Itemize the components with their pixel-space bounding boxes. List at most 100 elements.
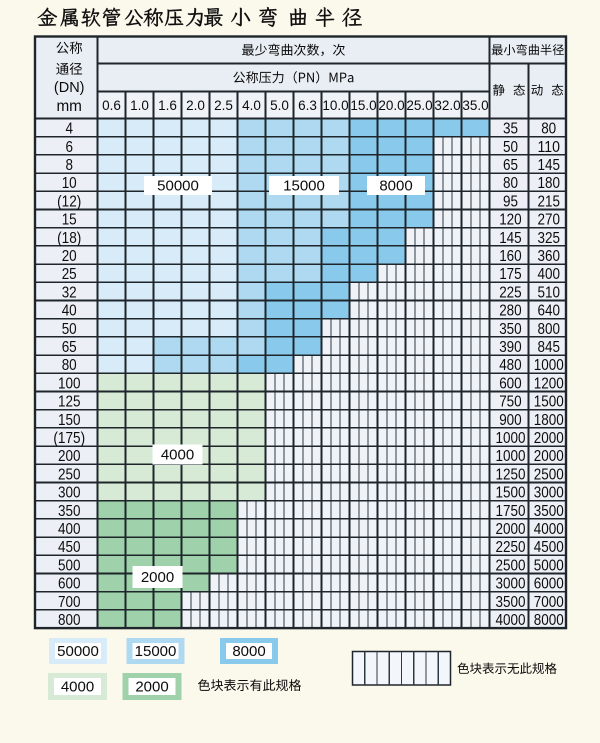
svg-text:4500: 4500 [534,539,564,556]
svg-text:1800: 1800 [534,412,564,429]
svg-text:15000: 15000 [135,643,177,660]
svg-text:1.6: 1.6 [158,98,177,113]
svg-text:1000: 1000 [496,430,526,447]
svg-text:6000: 6000 [534,576,564,593]
svg-text:32.0: 32.0 [434,98,460,113]
svg-text:8000: 8000 [232,643,265,660]
svg-text:15000: 15000 [283,178,325,195]
svg-text:5.0: 5.0 [270,98,289,113]
svg-text:2000: 2000 [496,521,526,538]
svg-text:50: 50 [503,139,518,156]
svg-text:750: 750 [499,394,522,411]
svg-text:120: 120 [499,212,522,229]
svg-text:6.3: 6.3 [298,98,317,113]
svg-text:400: 400 [538,266,561,283]
svg-text:390: 390 [499,339,522,356]
svg-text:mm: mm [56,98,82,115]
svg-text:125: 125 [58,394,81,411]
svg-text:65: 65 [503,157,518,174]
svg-text:4: 4 [66,121,74,138]
svg-text:200: 200 [58,448,81,465]
svg-text:15: 15 [62,212,77,229]
svg-text:1500: 1500 [496,485,526,502]
svg-text:25.0: 25.0 [406,98,432,113]
svg-text:300: 300 [58,485,81,502]
svg-text:2500: 2500 [496,557,526,574]
svg-text:2.5: 2.5 [214,98,233,113]
svg-text:3000: 3000 [534,485,564,502]
svg-text:800: 800 [538,321,561,338]
svg-text:600: 600 [58,576,81,593]
svg-text:8000: 8000 [379,178,412,195]
svg-text:40: 40 [62,303,77,320]
svg-text:225: 225 [499,284,522,301]
svg-text:270: 270 [538,212,561,229]
svg-text:450: 450 [58,539,81,556]
svg-text:1500: 1500 [534,394,564,411]
svg-text:215: 215 [538,193,561,210]
svg-text:10.0: 10.0 [322,98,348,113]
svg-text:700: 700 [58,594,81,611]
svg-text:4000: 4000 [61,679,94,696]
svg-text:5000: 5000 [534,557,564,574]
svg-text:95: 95 [503,193,518,210]
svg-text:(175): (175) [53,430,85,447]
svg-text:7000: 7000 [534,594,564,611]
svg-text:325: 325 [538,230,561,247]
svg-text:32: 32 [62,284,77,301]
svg-text:2000: 2000 [135,679,168,696]
svg-text:400: 400 [58,521,81,538]
svg-text:250: 250 [58,466,81,483]
svg-text:4000: 4000 [161,447,194,464]
svg-text:2.0: 2.0 [186,98,205,113]
svg-text:20: 20 [62,248,77,265]
svg-text:1.0: 1.0 [130,98,149,113]
svg-text:6: 6 [66,139,74,156]
svg-text:2000: 2000 [534,430,564,447]
svg-text:50000: 50000 [57,643,99,660]
svg-text:80: 80 [541,121,556,138]
svg-text:480: 480 [499,357,522,374]
svg-text:150: 150 [58,412,81,429]
svg-text:145: 145 [499,230,522,247]
svg-text:360: 360 [538,248,561,265]
svg-text:65: 65 [62,339,77,356]
svg-text:160: 160 [499,248,522,265]
svg-text:8: 8 [66,157,74,174]
svg-text:1000: 1000 [496,448,526,465]
svg-text:4.0: 4.0 [242,98,261,113]
svg-text:(12): (12) [57,193,81,210]
svg-text:(18): (18) [57,230,81,247]
svg-text:800: 800 [58,612,81,629]
svg-text:10: 10 [62,175,77,192]
svg-text:3000: 3000 [496,576,526,593]
svg-text:3500: 3500 [496,594,526,611]
svg-text:50000: 50000 [157,178,199,195]
svg-text:1250: 1250 [496,466,526,483]
svg-text:180: 180 [538,175,561,192]
svg-text:20.0: 20.0 [378,98,404,113]
svg-text:845: 845 [538,339,561,356]
svg-text:4000: 4000 [496,612,526,629]
svg-text:1750: 1750 [496,503,526,520]
svg-text:80: 80 [503,175,518,192]
svg-text:80: 80 [62,357,77,374]
svg-text:640: 640 [538,303,561,320]
svg-text:4000: 4000 [534,521,564,538]
svg-text:1200: 1200 [534,375,564,392]
svg-text:35: 35 [503,121,518,138]
svg-text:2000: 2000 [534,448,564,465]
svg-text:3500: 3500 [534,503,564,520]
svg-text:280: 280 [499,303,522,320]
svg-text:350: 350 [58,503,81,520]
svg-text:175: 175 [499,266,522,283]
svg-text:50: 50 [62,321,77,338]
svg-text:0.6: 0.6 [102,98,121,113]
svg-text:(DN): (DN) [54,80,85,96]
svg-text:145: 145 [538,157,561,174]
svg-text:500: 500 [58,557,81,574]
svg-text:2500: 2500 [534,466,564,483]
svg-text:510: 510 [538,284,561,301]
svg-text:100: 100 [58,375,81,392]
svg-text:8000: 8000 [534,612,564,629]
